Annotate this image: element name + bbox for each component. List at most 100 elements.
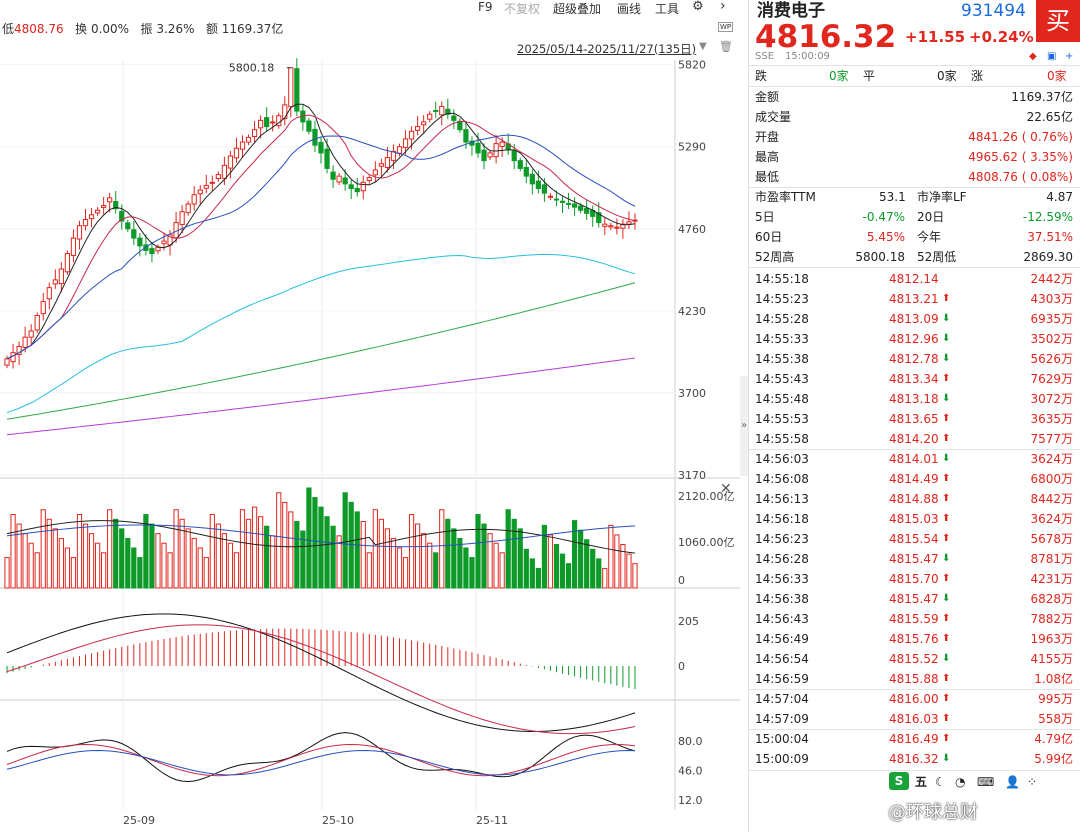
volume-bar <box>433 552 439 589</box>
f9-button[interactable]: F9 <box>478 0 493 14</box>
tick-row: 14:55:58 4814.20 ⬆ 7577万 <box>749 429 1080 449</box>
volume-bar <box>16 523 22 589</box>
last-price: 4816.32 <box>755 19 897 55</box>
tick-row: 14:57:04 4816.00 ⬆ 995万 <box>749 689 1080 709</box>
candle-body <box>596 212 602 224</box>
delete-icon[interactable]: 🗑 <box>719 40 733 53</box>
tick-row: 15:00:04 4816.49 ⬆ 4.79亿 <box>749 729 1080 749</box>
tick-price: 4815.52 <box>889 652 939 666</box>
range-dropdown-icon[interactable]: ▼ <box>699 41 707 52</box>
arrow-up-icon: ⬆ <box>942 493 951 504</box>
tick-row: 14:56:13 4814.88 ⬆ 8442万 <box>749 489 1080 509</box>
period-row-3: 52周高 5800.18 52周低 2869.30 <box>749 247 1080 267</box>
no-adjust-button[interactable]: 不复权 <box>504 2 541 16</box>
tick-volume: 6800万 <box>1030 472 1073 486</box>
candle-body <box>40 301 46 315</box>
candle-body <box>64 253 71 273</box>
close-icon[interactable]: ✕ <box>720 481 732 497</box>
tick-row: 14:56:28 4815.47 ⬇ 8781万 <box>749 549 1080 569</box>
user-icon[interactable]: 👤 <box>1005 775 1020 789</box>
pb-value: 4.87 <box>1046 190 1073 204</box>
ma120-line <box>6 357 636 436</box>
wp-icon[interactable]: WP <box>718 22 734 32</box>
d5-label: 5日 <box>755 210 775 224</box>
candle-body <box>101 205 107 208</box>
alert-icon[interactable]: ◆ <box>1029 51 1037 62</box>
volume-bar <box>288 511 294 589</box>
arrow-up-icon: ⬆ <box>942 433 951 444</box>
volume-bar <box>113 518 119 589</box>
tick-volume: 4231万 <box>1030 572 1073 586</box>
candle-body <box>396 146 403 154</box>
moon-icon[interactable]: ☾ <box>935 775 946 789</box>
quote-time: 15:00:09 <box>785 51 830 62</box>
candle-body <box>336 175 342 183</box>
tick-price: 4813.09 <box>889 312 939 326</box>
volume-bar <box>76 514 83 589</box>
add-icon[interactable]: + <box>1065 51 1074 62</box>
five-level-icon[interactable]: 五 <box>915 775 928 789</box>
s-icon[interactable]: S <box>889 772 909 790</box>
candle-body <box>119 210 125 222</box>
arrow-down-icon: ⬇ <box>942 313 951 324</box>
note-icon[interactable]: ▣ <box>1047 51 1057 62</box>
tick-volume: 1963万 <box>1030 632 1073 646</box>
volume-bar <box>167 552 173 589</box>
volume-bar <box>602 567 608 589</box>
candle-body <box>113 201 119 210</box>
tick-time: 14:55:33 <box>755 332 809 346</box>
volume-bar <box>439 509 445 589</box>
candle-body <box>149 248 155 255</box>
tick-time: 14:57:04 <box>755 692 809 706</box>
d60-label: 60日 <box>755 230 783 244</box>
buy-button[interactable]: 买 <box>1036 0 1080 42</box>
tick-price: 4816.00 <box>889 692 939 706</box>
candle-body <box>626 221 632 225</box>
volume-bar <box>547 534 554 589</box>
grid-icon[interactable]: ⁘ <box>1027 775 1038 789</box>
volume-bar <box>107 509 113 589</box>
chart-icon[interactable]: ◔ <box>955 775 966 789</box>
candle-body <box>378 163 384 167</box>
vol-ma5-line <box>6 520 636 554</box>
candle-body <box>155 246 161 252</box>
tick-volume: 5.99亿 <box>1034 752 1073 766</box>
keyboard-icon[interactable]: ⌨ <box>977 775 995 789</box>
chevron-right-icon[interactable]: › <box>720 0 726 14</box>
date-range[interactable]: 2025/05/14-2025/11/27(135日) <box>517 42 697 56</box>
pe-row: 市盈率TTM 53.1 市净率LF 4.87 <box>749 187 1080 207</box>
volume-bar <box>614 534 620 589</box>
index-code: 931494 <box>961 1 1026 21</box>
tick-price: 4813.21 <box>889 292 939 306</box>
overlay-button[interactable]: 超级叠加 <box>553 2 602 16</box>
tick-volume: 5626万 <box>1030 352 1073 366</box>
tick-time: 14:56:08 <box>755 472 809 486</box>
ma10-line <box>6 114 636 360</box>
w52l-value: 2869.30 <box>1023 250 1073 264</box>
stat-row: 最低 4808.76 ( 0.08%) <box>749 167 1080 187</box>
volume-bar <box>34 552 40 589</box>
volume-bar <box>529 558 535 589</box>
volume-bar <box>342 492 348 589</box>
collapse-toggle-icon[interactable]: » <box>740 376 748 476</box>
tick-row: 14:57:09 4816.03 ⬆ 558万 <box>749 709 1080 729</box>
arrow-up-icon: ⬆ <box>942 713 951 724</box>
draw-button[interactable]: 画线 <box>617 2 642 16</box>
candle-body <box>324 148 330 169</box>
tick-price: 4816.32 <box>889 752 939 766</box>
candle-body <box>421 121 427 126</box>
settings-icon[interactable]: ⚙ <box>692 0 704 14</box>
tools-button[interactable]: 工具 <box>655 2 680 16</box>
volume-bar <box>608 524 614 589</box>
turnover-label: 换 <box>75 22 88 36</box>
tick-row: 14:56:38 4815.47 ⬇ 6828万 <box>749 589 1080 609</box>
candle-body <box>547 195 554 198</box>
candle-body <box>608 225 614 228</box>
j-line <box>6 750 635 776</box>
volume-bar <box>22 533 28 589</box>
volume-bar <box>384 528 391 589</box>
macd-axis-label: 205 <box>678 615 699 628</box>
kline-chart-panel[interactable]: 低4808.76 换 0.00% 振 3.26% 额 1169.37亿 F9 不… <box>0 0 740 832</box>
stat-row: 金额 1169.37亿 <box>749 87 1080 107</box>
volume-bar <box>312 497 318 589</box>
